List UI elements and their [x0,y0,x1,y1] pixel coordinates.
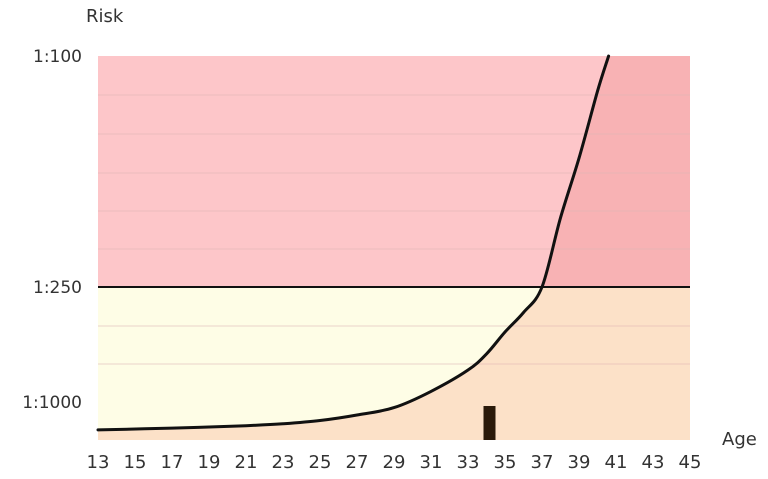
x-tick-label-21: 21 [235,452,258,473]
grid-lines [98,94,690,365]
low-risk-region-right [98,287,690,440]
x-tick-labels: 13 15 17 19 21 23 25 27 29 31 33 35 37 39 41 43 45 [87,452,702,473]
background-bands [98,56,690,440]
x-tick-label-33: 33 [457,452,480,473]
x-axis-label: Age [722,429,757,450]
x-tick-label-27: 27 [346,452,369,473]
x-tick-label-37: 37 [531,452,554,473]
x-tick-label-19: 19 [198,452,221,473]
x-tick-label-31: 31 [420,452,443,473]
x-tick-label-35: 35 [494,452,517,473]
y-tick-label-1000: 1:1000 [22,393,82,413]
x-tick-label-29: 29 [383,452,406,473]
y-tick-labels: 1:100 1:250 1:1000 [22,47,82,413]
marker-group [483,406,496,440]
x-tick-label-25: 25 [309,452,332,473]
high-risk-region-right [542,56,690,287]
risk-curve-group [96,54,611,432]
x-tick-label-15: 15 [124,452,147,473]
x-tick-label-43: 43 [642,452,665,473]
x-tick-label-23: 23 [272,452,295,473]
age-marker-bar [483,406,496,440]
x-tick-label-41: 41 [605,452,628,473]
y-tick-label-100: 1:100 [33,47,82,67]
y-axis-label: Risk [86,6,124,27]
x-tick-label-45: 45 [679,452,702,473]
x-tick-label-39: 39 [568,452,591,473]
x-tick-label-13: 13 [87,452,110,473]
x-tick-label-17: 17 [161,452,184,473]
risk-curve [96,54,611,432]
y-tick-label-250: 1:250 [33,278,82,298]
